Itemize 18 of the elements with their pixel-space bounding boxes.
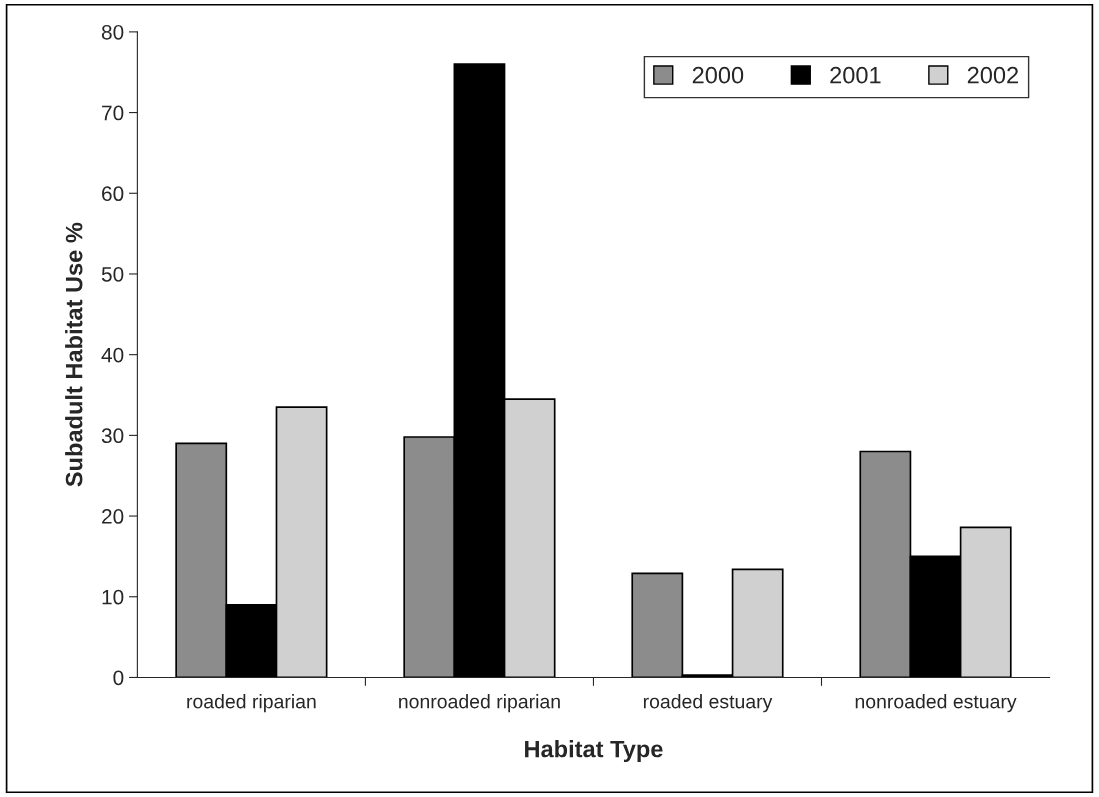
y-tick-label: 80 bbox=[101, 24, 124, 40]
legend-label: 2002 bbox=[967, 66, 1018, 84]
y-tick-label: 70 bbox=[102, 105, 124, 121]
y-tick-label: 10 bbox=[102, 589, 124, 605]
y-tick-label: 0 bbox=[113, 670, 124, 686]
x-tick-label: roaded estuary bbox=[643, 694, 773, 713]
y-tick-label: 30 bbox=[101, 428, 124, 444]
y-tick-label: 60 bbox=[102, 186, 124, 202]
y-tick-label: 50 bbox=[101, 266, 124, 282]
y-tick-label: 20 bbox=[102, 509, 124, 524]
y-axis-title: Subadult Habitat Use % bbox=[65, 222, 83, 487]
x-tick-label: roaded riparian bbox=[187, 694, 316, 713]
x-tick-label: nonroaded riparian bbox=[399, 694, 560, 713]
x-axis-title: Habitat Type bbox=[525, 740, 663, 763]
legend-label: 2001 bbox=[830, 66, 881, 84]
legend-label: 2000 bbox=[692, 66, 744, 84]
x-tick-label: nonroaded estuary bbox=[855, 694, 1017, 713]
y-tick-label: 40 bbox=[101, 347, 124, 363]
